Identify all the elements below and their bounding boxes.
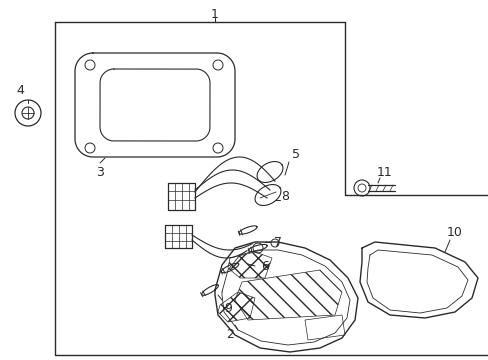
Text: 1: 1 (211, 8, 219, 21)
Text: 4: 4 (16, 84, 24, 96)
Text: 7: 7 (273, 235, 282, 248)
Text: 8: 8 (281, 190, 288, 203)
Text: 11: 11 (376, 166, 392, 179)
Text: 2: 2 (225, 328, 233, 342)
Text: 6: 6 (261, 260, 268, 273)
Text: 3: 3 (96, 166, 104, 179)
Text: 5: 5 (291, 148, 299, 162)
Text: 9: 9 (224, 302, 231, 315)
Text: 10: 10 (446, 225, 462, 238)
